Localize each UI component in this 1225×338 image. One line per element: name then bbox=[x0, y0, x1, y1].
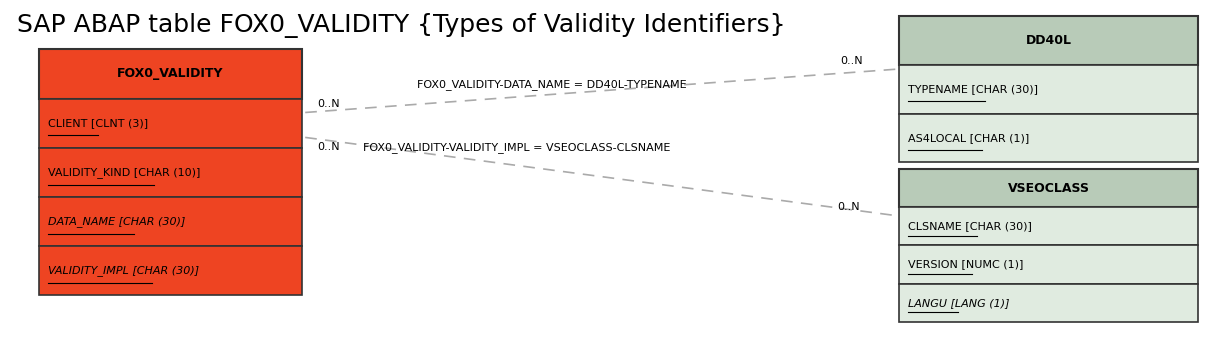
FancyBboxPatch shape bbox=[39, 49, 301, 98]
FancyBboxPatch shape bbox=[899, 169, 1198, 207]
Text: FOX0_VALIDITY-VALIDITY_IMPL = VSEOCLASS-CLSNAME: FOX0_VALIDITY-VALIDITY_IMPL = VSEOCLASS-… bbox=[363, 142, 670, 153]
Text: CLSNAME [CHAR (30)]: CLSNAME [CHAR (30)] bbox=[908, 221, 1031, 231]
FancyBboxPatch shape bbox=[899, 245, 1198, 284]
Text: TYPENAME [CHAR (30)]: TYPENAME [CHAR (30)] bbox=[908, 84, 1038, 94]
FancyBboxPatch shape bbox=[899, 65, 1198, 114]
Text: AS4LOCAL [CHAR (1)]: AS4LOCAL [CHAR (1)] bbox=[908, 133, 1029, 143]
Text: FOX0_VALIDITY-DATA_NAME = DD40L-TYPENAME: FOX0_VALIDITY-DATA_NAME = DD40L-TYPENAME bbox=[418, 79, 687, 90]
Text: 0..N: 0..N bbox=[837, 202, 860, 212]
Text: SAP ABAP table FOX0_VALIDITY {Types of Validity Identifiers}: SAP ABAP table FOX0_VALIDITY {Types of V… bbox=[17, 13, 786, 38]
FancyBboxPatch shape bbox=[39, 148, 301, 197]
Text: FOX0_VALIDITY: FOX0_VALIDITY bbox=[118, 67, 224, 80]
Text: VSEOCLASS: VSEOCLASS bbox=[1007, 182, 1089, 195]
Text: 0..N: 0..N bbox=[317, 99, 341, 109]
FancyBboxPatch shape bbox=[39, 197, 301, 246]
Text: VALIDITY_IMPL [CHAR (30)]: VALIDITY_IMPL [CHAR (30)] bbox=[48, 265, 198, 276]
Text: VALIDITY_KIND [CHAR (10)]: VALIDITY_KIND [CHAR (10)] bbox=[48, 167, 200, 178]
Text: DATA_NAME [CHAR (30)]: DATA_NAME [CHAR (30)] bbox=[48, 216, 185, 227]
FancyBboxPatch shape bbox=[899, 114, 1198, 162]
FancyBboxPatch shape bbox=[899, 284, 1198, 322]
FancyBboxPatch shape bbox=[899, 16, 1198, 65]
Text: 0..N: 0..N bbox=[317, 142, 341, 152]
Text: DD40L: DD40L bbox=[1025, 34, 1072, 47]
Text: CLIENT [CLNT (3)]: CLIENT [CLNT (3)] bbox=[48, 118, 148, 128]
Text: LANGU [LANG (1)]: LANGU [LANG (1)] bbox=[908, 298, 1009, 308]
Text: 0..N: 0..N bbox=[840, 56, 864, 66]
Text: VERSION [NUMC (1)]: VERSION [NUMC (1)] bbox=[908, 260, 1023, 270]
FancyBboxPatch shape bbox=[899, 207, 1198, 245]
FancyBboxPatch shape bbox=[39, 98, 301, 148]
FancyBboxPatch shape bbox=[39, 246, 301, 295]
